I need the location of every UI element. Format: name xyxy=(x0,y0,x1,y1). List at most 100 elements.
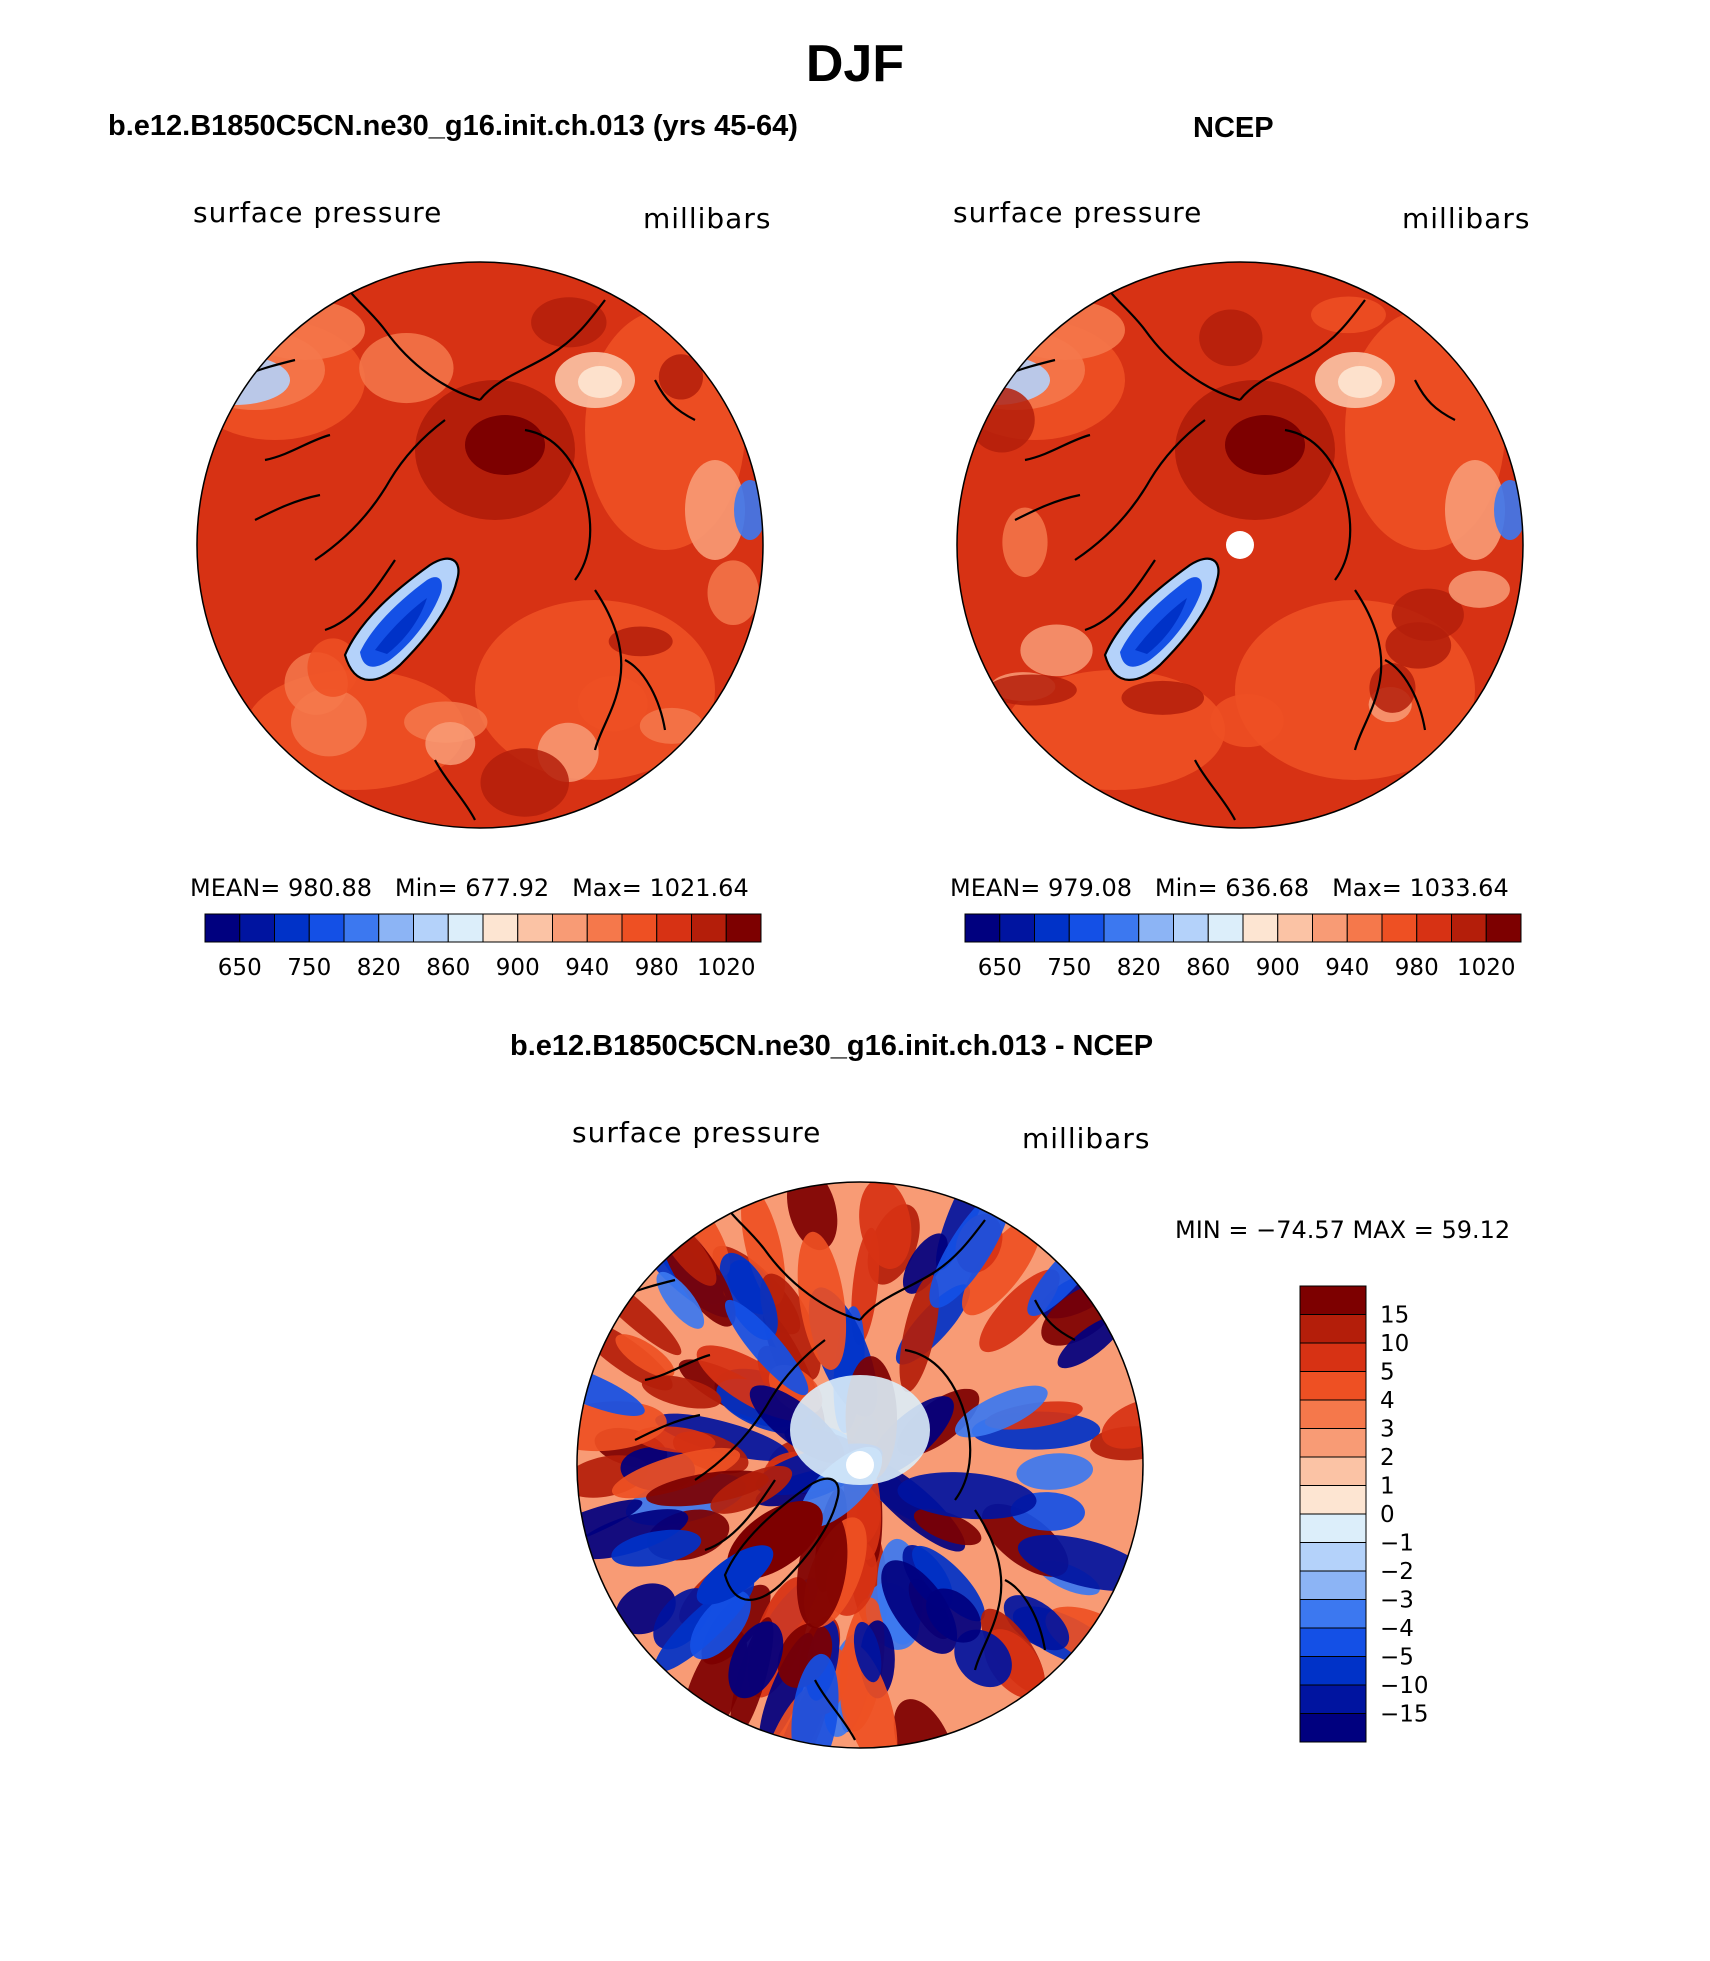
coastline xyxy=(1014,433,1091,521)
difference-band xyxy=(899,1274,940,1393)
coastline xyxy=(624,659,667,731)
panel-diff-minmax: MIN = −74.57 MAX = 59.12 xyxy=(1175,1216,1511,1244)
difference-band xyxy=(611,1529,702,1567)
colorbar-tick-label: −3 xyxy=(1380,1588,1414,1614)
pressure-patch xyxy=(197,355,290,405)
panel-obs-stats: MEAN= 979.08 Min= 636.68 Max= 1033.64 xyxy=(950,874,1509,902)
map-boundary xyxy=(576,1181,1144,1749)
colorbar-tick-label: 4 xyxy=(1380,1388,1395,1414)
max-label: Max= xyxy=(1332,874,1402,902)
greenland-coast xyxy=(723,1477,840,1601)
min-value: 636.68 xyxy=(1225,874,1310,902)
polar-map-obs xyxy=(956,261,1524,829)
coastline xyxy=(973,1509,1003,1671)
mean-label: MEAN= xyxy=(950,874,1041,902)
difference-band xyxy=(760,1273,821,1381)
difference-band xyxy=(577,1509,689,1560)
panel-model-stats: MEAN= 980.88 Min= 677.92 Max= 1021.64 xyxy=(190,874,749,902)
colorbar-tick-label: 980 xyxy=(635,955,679,981)
pressure-patch xyxy=(1448,570,1510,608)
colorbar-tick-label: 2 xyxy=(1380,1445,1395,1471)
colorbar-tick-label: −15 xyxy=(1380,1702,1429,1728)
colorbar-swatch xyxy=(725,913,762,943)
colorbar-swatch xyxy=(204,913,241,943)
polar-map-model xyxy=(196,261,764,829)
colorbar-swatch xyxy=(1312,913,1348,943)
colorbar-swatch xyxy=(1299,1542,1367,1572)
colorbar-swatch xyxy=(621,913,658,943)
colorbar-tick-label: 820 xyxy=(357,955,401,981)
colorbar-swatch xyxy=(1207,913,1244,943)
pressure-patch xyxy=(245,300,365,360)
colorbar-model: 650 750 820 860 900 940 980 1020 xyxy=(204,913,762,981)
panel-diff-variable-label: surface pressure xyxy=(572,1116,822,1149)
colorbar-tick-label: −4 xyxy=(1380,1616,1414,1642)
colorbar-swatch xyxy=(1485,913,1522,943)
colorbar-tick-label: 1020 xyxy=(1457,955,1516,981)
colorbar-swatch xyxy=(1299,1656,1367,1686)
colorbar-tick-label: 650 xyxy=(218,955,262,981)
panel-diff-subtitle: b.e12.B1850C5CN.ne30_g16.init.ch.013 - N… xyxy=(510,1030,1154,1062)
colorbar-swatch xyxy=(1034,913,1070,943)
colorbar-swatch xyxy=(274,913,310,943)
coastline xyxy=(324,559,396,632)
colorbar-tick-label: 10 xyxy=(1380,1331,1409,1357)
colorbar-tick-label: 1020 xyxy=(697,955,756,981)
colorbar-tick-label: 860 xyxy=(426,955,470,981)
colorbar-swatch xyxy=(1299,1371,1367,1401)
difference-band xyxy=(615,1334,675,1378)
pressure-patch xyxy=(1445,460,1505,560)
colorbar-swatch xyxy=(1299,1399,1367,1429)
arctic-high-core xyxy=(1225,415,1305,475)
coastline xyxy=(314,419,446,561)
coastline xyxy=(479,299,606,401)
colorbar-swatch xyxy=(1299,1285,1367,1315)
pressure-patch xyxy=(1121,680,1205,715)
colorbar-swatch xyxy=(1299,1485,1367,1515)
greenland-coast xyxy=(1103,557,1220,681)
colorbar-tick-label: 940 xyxy=(565,955,609,981)
difference-band xyxy=(1016,1453,1094,1490)
coastline xyxy=(593,589,623,751)
colorbar-swatch xyxy=(1277,913,1313,943)
colorbar-swatch xyxy=(1299,1428,1367,1458)
difference-band xyxy=(926,1588,982,1643)
colorbar-swatch xyxy=(1451,913,1487,943)
colorbar-swatch xyxy=(308,913,345,943)
figure-title: DJF xyxy=(805,35,905,93)
panel-model-variable-label: surface pressure xyxy=(193,196,443,229)
pressure-patch xyxy=(658,354,704,400)
colorbar-tick-label: 750 xyxy=(1047,955,1091,981)
coastline xyxy=(344,284,481,402)
colorbar-swatch xyxy=(1103,913,1140,943)
polar-map-difference xyxy=(576,1181,1144,1749)
pressure-patch xyxy=(480,748,570,817)
colorbar-tick-label: 900 xyxy=(496,955,540,981)
pressure-patch xyxy=(425,721,476,766)
colorbar-swatch xyxy=(1299,1570,1367,1600)
colorbar-swatch xyxy=(1242,913,1279,943)
difference-band xyxy=(724,1299,809,1396)
panel-model-subtitle: b.e12.B1850C5CN.ne30_g16.init.ch.013 (yr… xyxy=(108,110,798,142)
colorbar-swatch xyxy=(517,913,553,943)
coastline xyxy=(904,1348,972,1501)
coastline xyxy=(694,1339,826,1481)
coastline xyxy=(1104,284,1241,402)
colorbar-swatch xyxy=(413,913,449,943)
colorbar-swatch xyxy=(1068,913,1105,943)
difference-band xyxy=(728,1621,784,1699)
colorbar-swatch xyxy=(482,913,519,943)
difference-band xyxy=(913,1508,982,1546)
mean-label: MEAN= xyxy=(190,874,281,902)
coastline xyxy=(434,759,476,821)
colorbar-tick-label: −10 xyxy=(1380,1673,1429,1699)
colorbar-swatch xyxy=(1346,913,1383,943)
difference-band xyxy=(690,1590,751,1660)
difference-band xyxy=(859,1182,912,1269)
colorbar-swatch xyxy=(691,913,727,943)
colorbar-tick-label: 3 xyxy=(1380,1417,1395,1443)
pressure-patch xyxy=(608,626,673,657)
pressure-patch xyxy=(957,355,1050,405)
colorbar-tick-label: 820 xyxy=(1117,955,1161,981)
colorbar-swatch xyxy=(999,913,1035,943)
